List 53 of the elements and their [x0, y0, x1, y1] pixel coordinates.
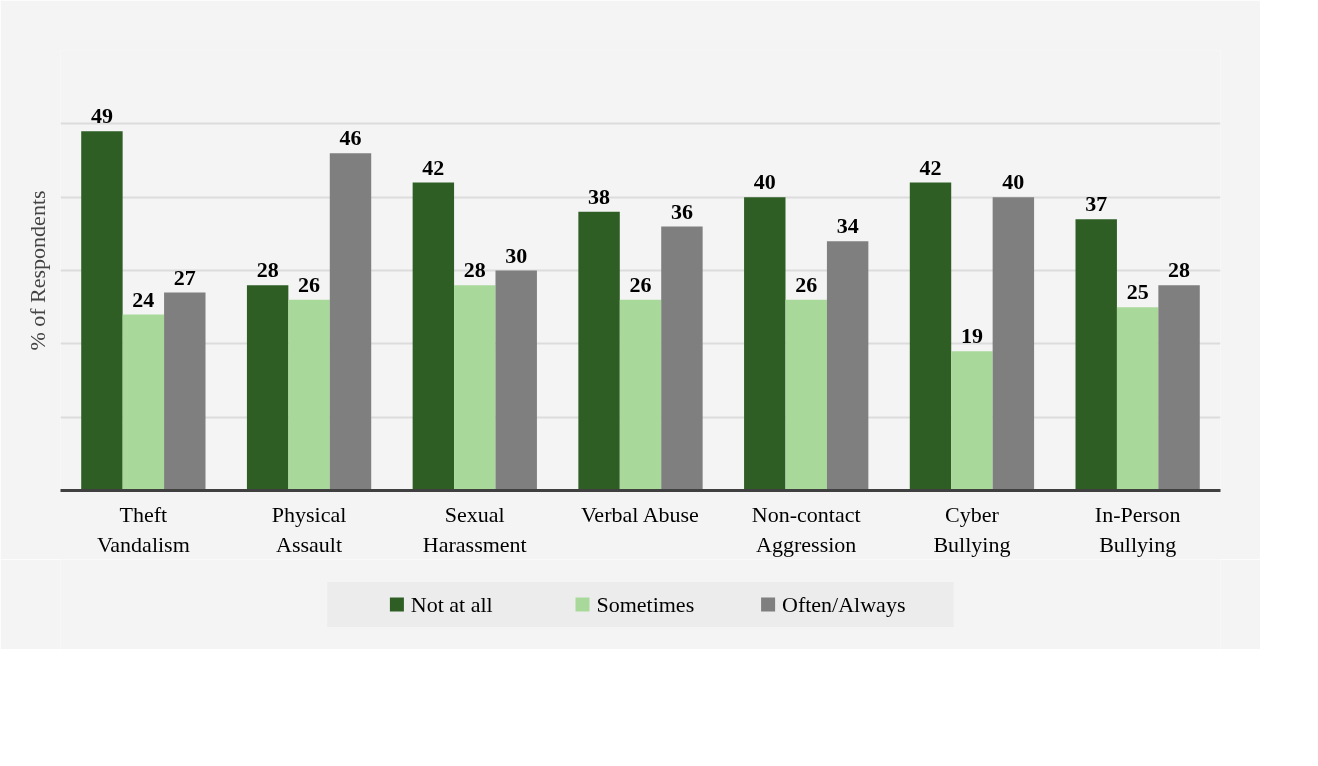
- x-tick-label: In-Person Bullying: [1094, 501, 1181, 557]
- bar: [246, 285, 289, 491]
- data-label: 28: [256, 257, 279, 283]
- x-tick-label: Cyber Bullying: [933, 501, 1011, 557]
- bar: [1116, 307, 1159, 491]
- legend-label: Not at all: [410, 592, 493, 617]
- bar: [495, 270, 537, 491]
- x-tick-label: Verbal Abuse: [580, 501, 699, 527]
- x-tick-label: Theft Vandalism: [96, 501, 190, 557]
- x-tick-label: Physical Assault: [271, 501, 347, 557]
- data-label: 26: [629, 271, 652, 297]
- data-label: 42: [919, 154, 942, 180]
- legend-label: Sometimes: [596, 592, 695, 617]
- bar: [661, 226, 703, 491]
- data-label: 26: [795, 271, 818, 297]
- bar: [826, 241, 869, 491]
- bar: [122, 314, 165, 491]
- x-tick-label: Sexual Harassment: [422, 501, 527, 557]
- y-axis-title: % of Respondents: [24, 190, 50, 351]
- legend-label: Often/Always: [782, 592, 906, 617]
- data-label: 46: [339, 125, 362, 151]
- data-label: 25: [1126, 279, 1149, 305]
- x-tick-label: Non-contact Aggression: [751, 501, 861, 557]
- data-label: 24: [132, 286, 155, 312]
- bar: [744, 197, 786, 491]
- bar: [578, 211, 620, 491]
- data-label: 27: [173, 264, 196, 290]
- bar: [412, 182, 455, 491]
- data-label: 28: [1168, 257, 1191, 283]
- bar: [992, 197, 1035, 491]
- bar: [951, 351, 993, 491]
- bar: [1075, 219, 1117, 491]
- data-label: 28: [463, 257, 486, 283]
- data-label: 36: [670, 198, 693, 224]
- bar: [1158, 285, 1200, 491]
- data-label: 49: [90, 103, 113, 129]
- data-label: 34: [836, 213, 859, 239]
- data-label: 19: [960, 323, 983, 349]
- data-label: 26: [298, 271, 321, 297]
- data-label: 42: [422, 154, 445, 180]
- data-label: 37: [1085, 191, 1108, 217]
- bar: [454, 285, 496, 491]
- bar: [909, 182, 952, 491]
- bar: [329, 153, 372, 491]
- data-label: 40: [753, 169, 776, 195]
- bar: [81, 131, 123, 491]
- bar: [164, 292, 206, 491]
- bar: [785, 299, 827, 491]
- data-label: 40: [1002, 169, 1025, 195]
- data-label: 30: [505, 242, 528, 268]
- data-label: 38: [588, 183, 611, 209]
- bar: [619, 299, 662, 491]
- bar: [288, 299, 330, 491]
